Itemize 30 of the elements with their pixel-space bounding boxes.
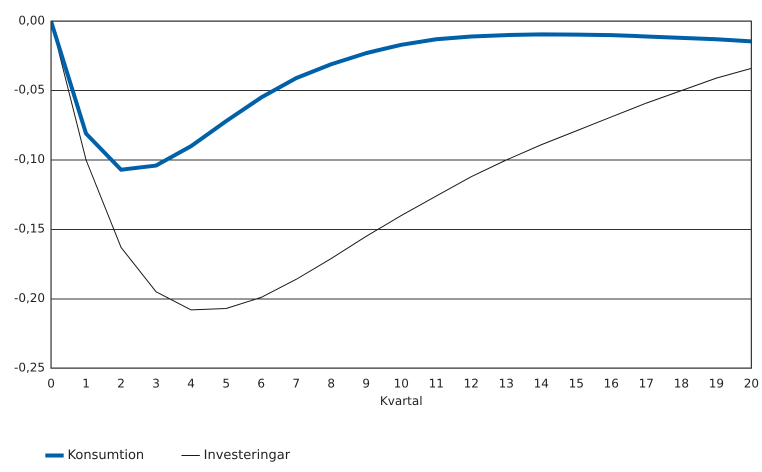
x-tick-label: 15 [568, 376, 584, 391]
y-tick-label: -0,20 [14, 290, 46, 305]
y-tick-label: -0,25 [14, 360, 46, 374]
x-tick-label: 3 [152, 376, 160, 391]
y-tick-label: -0,10 [14, 152, 46, 166]
x-tick-label: 11 [428, 376, 444, 391]
x-tick-label: 6 [257, 376, 265, 391]
x-tick-label: 12 [464, 376, 479, 391]
x-tick-label: 14 [534, 376, 549, 391]
x-tick-label: 8 [327, 376, 335, 391]
x-tick-label: 5 [222, 376, 230, 391]
x-axis-title: Kvartal [380, 394, 423, 408]
x-tick-label: 7 [292, 376, 300, 391]
x-tick-label: 4 [187, 376, 195, 391]
x-tick-label: 20 [744, 376, 760, 391]
x-tick-label: 2 [117, 376, 125, 391]
x-tick-label: 16 [604, 376, 619, 391]
y-tick-label: 0,00 [18, 13, 46, 28]
x-tick-label: 0 [47, 376, 55, 391]
y-tick-label: -0,15 [14, 222, 46, 236]
x-tick-label: 10 [394, 376, 409, 391]
legend-label: Investeringar [204, 448, 291, 463]
legend-label: Konsumtion [68, 448, 144, 463]
x-tick-label: 1 [82, 376, 90, 391]
x-tick-label: 17 [638, 376, 654, 391]
x-tick-label: 18 [674, 376, 689, 391]
x-tick-label: 9 [362, 376, 370, 391]
y-tick-label: -0,05 [14, 82, 46, 97]
x-tick-label: 19 [708, 376, 724, 391]
x-tick-label: 13 [498, 376, 514, 391]
